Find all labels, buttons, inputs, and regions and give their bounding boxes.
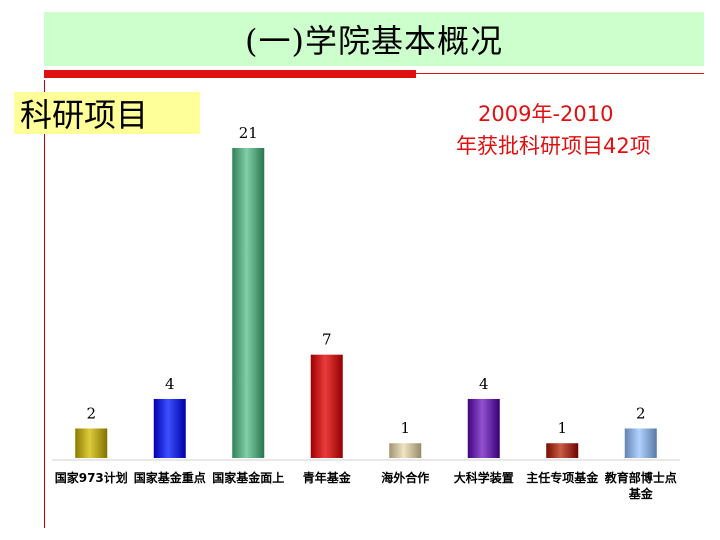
x-tick-label-7: 主任专项基金	[526, 471, 599, 485]
summary-text: 2009年-2010 年获批科研项目42项	[456, 98, 706, 162]
title-underline-line	[416, 73, 704, 74]
section-label: 科研项目	[14, 92, 200, 134]
bar-group: 2 4 21 7 1 4 1 2	[75, 124, 657, 458]
data-label-2: 4	[165, 375, 175, 393]
summary-line-2: 年获批科研项目42项	[456, 134, 651, 158]
data-label-6: 4	[479, 375, 489, 393]
left-border-line	[44, 80, 45, 528]
title-banner: (一)学院基本概况	[44, 12, 704, 66]
bar-7	[546, 443, 579, 458]
title-underline-bar	[44, 70, 416, 78]
x-tick-label-8: 教育部博士点基金	[604, 471, 677, 501]
data-label-7: 1	[557, 419, 567, 437]
data-label-1: 2	[86, 404, 96, 422]
bar-2	[153, 398, 186, 458]
data-label-4: 7	[322, 331, 332, 349]
data-label-5: 1	[400, 419, 410, 437]
x-tick-label-2: 国家基金重点	[133, 471, 206, 485]
bar-3	[232, 148, 265, 458]
data-label-3: 21	[239, 124, 258, 142]
x-tick-label-1: 国家973计划	[54, 471, 128, 485]
x-tick-label-5: 海外合作	[381, 471, 430, 485]
summary-line-1: 2009年-2010	[478, 102, 614, 126]
bar-5	[389, 443, 422, 458]
x-tick-label-6: 大科学装置	[453, 471, 514, 485]
x-tick-label-4: 青年基金	[302, 471, 351, 485]
page-title: (一)学院基本概况	[245, 22, 503, 60]
bar-8	[624, 428, 657, 458]
data-label-8: 2	[636, 404, 646, 422]
x-tick-label-3: 国家基金面上	[212, 471, 285, 485]
bar-1	[75, 428, 108, 458]
bar-6	[467, 398, 500, 458]
bar-4	[310, 354, 343, 458]
